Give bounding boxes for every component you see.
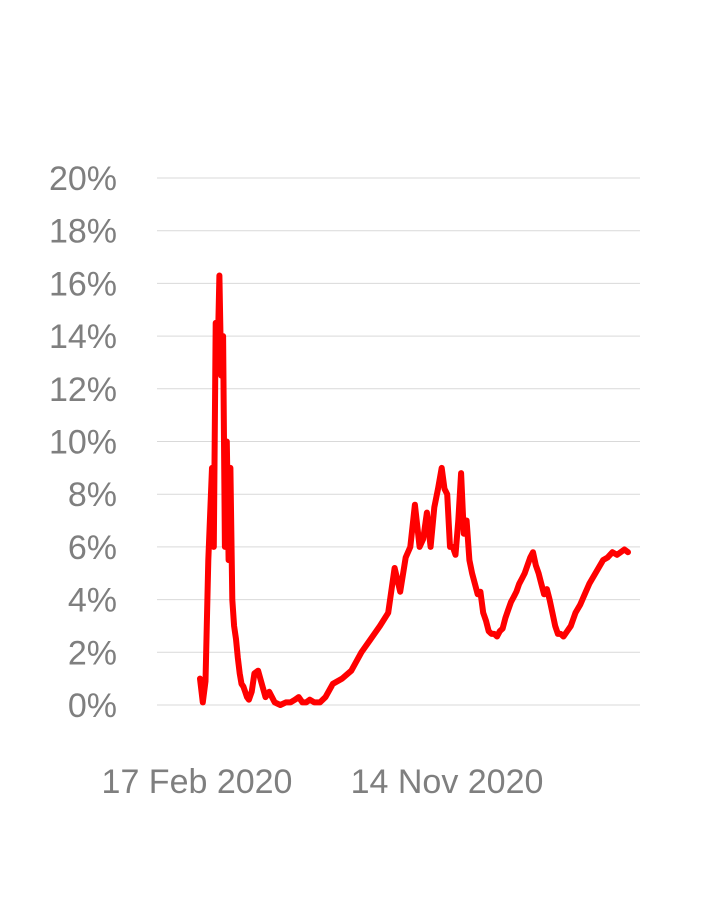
y-tick-label: 12%: [49, 371, 117, 409]
x-tick-label: 14 Nov 2020: [351, 763, 544, 801]
y-tick-label: 4%: [68, 582, 117, 620]
y-tick-label: 18%: [49, 213, 117, 251]
y-tick-label: 0%: [68, 687, 117, 725]
y-tick-label: 8%: [68, 476, 117, 514]
series-layer: [197, 272, 631, 708]
y-tick-label: 6%: [68, 529, 117, 567]
x-axis-ticks: 17 Feb 2020 14 Nov 2020: [102, 763, 544, 801]
y-tick-label: 2%: [68, 634, 117, 672]
series-line: [197, 272, 631, 708]
y-tick-label: 14%: [49, 318, 117, 356]
y-tick-label: 16%: [49, 265, 117, 303]
y-tick-label: 10%: [49, 424, 117, 462]
y-tick-label: 20%: [49, 160, 117, 198]
x-tick-label: 17 Feb 2020: [102, 763, 293, 801]
y-axis-ticks: 0% 2% 4% 6% 8% 10% 12% 14% 16% 18% 20%: [49, 160, 117, 725]
